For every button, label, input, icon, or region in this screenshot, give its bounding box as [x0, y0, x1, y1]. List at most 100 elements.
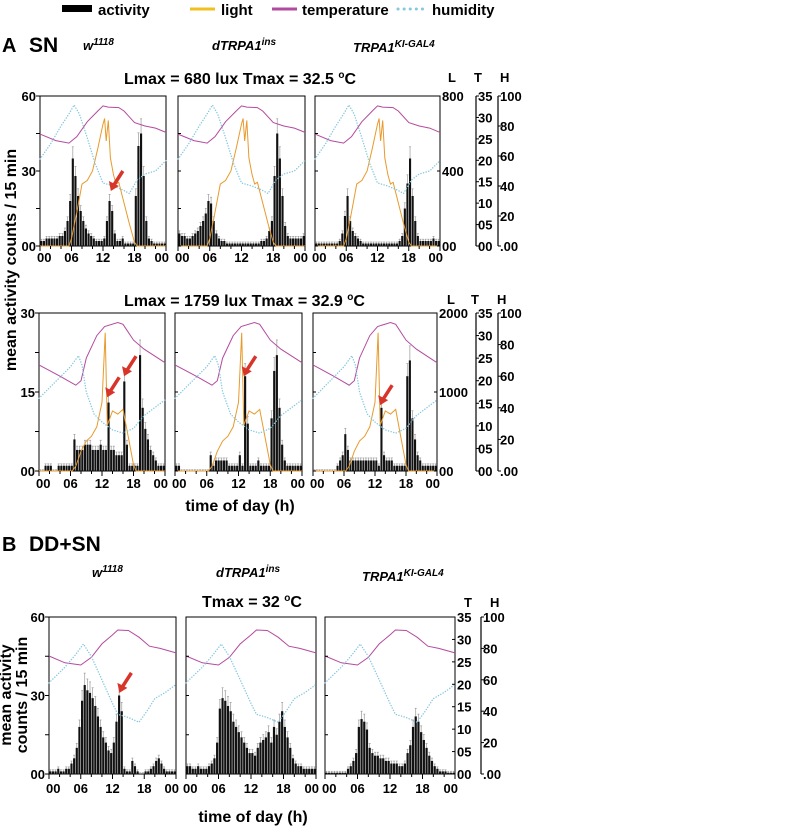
activity-bar [336, 243, 339, 246]
activity-bar [352, 760, 355, 774]
activity-bar [202, 221, 205, 246]
axis-tick-label: 400 [442, 164, 464, 179]
activity-bar [246, 423, 249, 471]
activity-bar [153, 243, 156, 246]
x-tick-label: 18 [266, 250, 280, 265]
activity-bar [273, 176, 276, 246]
axis-letter-l: L [448, 70, 456, 85]
arrow-head [105, 387, 116, 398]
activity-bar [222, 460, 226, 471]
activity-bar [408, 360, 411, 471]
activity-bar [237, 732, 240, 774]
activity-bar [302, 768, 305, 774]
activity-bar [278, 158, 281, 246]
genotype-label: w1118 [92, 564, 123, 580]
activity-bar [344, 772, 347, 774]
activity-bar [377, 243, 380, 246]
activity-bar [365, 729, 369, 774]
activity-bar [308, 768, 311, 774]
activity-bar [212, 465, 215, 471]
activity-bar [73, 758, 76, 774]
activity-bar [160, 763, 163, 774]
activity-bar [121, 238, 124, 246]
axis-tick-label: 00 [478, 464, 492, 479]
axis-tick-label: 20 [457, 677, 471, 692]
activity-bar [233, 243, 236, 246]
x-tick-label: 12 [96, 250, 110, 265]
panel-frame [324, 616, 456, 775]
activity-bar [401, 236, 404, 246]
axis-tick-label: 100 [500, 306, 522, 321]
activity-bar [283, 726, 286, 774]
activity-bar [235, 726, 238, 774]
x-tick-label: 00 [37, 250, 51, 265]
arrow-head [117, 682, 128, 693]
axis-tick-label: 20 [500, 432, 514, 447]
axis-tick-label: .00 [500, 239, 518, 254]
activity-bar [50, 238, 53, 246]
activity-bar [94, 705, 97, 774]
activity-bar [247, 243, 250, 246]
x-tick-label: 00 [310, 476, 324, 491]
axis-tick-label: 30 [457, 632, 471, 647]
activity-bar [231, 243, 234, 246]
activity-bar [393, 243, 396, 246]
activity-bar [152, 766, 155, 774]
x-axis-label: time of day (h) [198, 809, 307, 826]
activity-bar [77, 196, 80, 246]
activity-bar [84, 228, 87, 246]
activity-bar [355, 753, 358, 774]
activity-bar [409, 158, 412, 246]
activity-bar [388, 460, 391, 471]
activity-bar [370, 460, 373, 471]
activity-bar [281, 711, 284, 774]
arrow-annotation [108, 376, 121, 393]
axis-tick-label: 80 [500, 338, 514, 353]
humidity-curve [174, 354, 303, 434]
activity-bar [313, 768, 316, 774]
activity-bar [59, 771, 62, 774]
activity-bar [265, 238, 268, 246]
activity-bar [401, 766, 404, 774]
activity-bar [249, 465, 252, 471]
activity-bar [97, 449, 100, 471]
activity-bar [170, 771, 174, 774]
activity-bar [267, 732, 270, 774]
activity-panel-w1118: 00 06 12 18 00 [45, 616, 179, 796]
activity-bar [398, 241, 401, 246]
x-tick-label: 00 [155, 250, 169, 265]
x-tick-label: 12 [105, 781, 119, 796]
activity-bar [236, 465, 239, 471]
activity-bar [115, 455, 118, 471]
activity-bar [126, 243, 129, 246]
x-tick-label: 06 [63, 476, 77, 491]
activity-bar [395, 465, 398, 471]
activity-bar [132, 243, 135, 246]
activity-bar [268, 231, 271, 246]
activity-bar [226, 705, 230, 774]
activity-bar [119, 241, 122, 246]
axis-tick-label: 25 [457, 655, 471, 670]
activity-bar [281, 444, 284, 471]
right-axis-L: 00 1000 2000 [434, 306, 468, 479]
activity-bar [228, 465, 231, 471]
activity-bar [249, 243, 252, 246]
temperature-curve [314, 105, 441, 144]
activity-bar [62, 465, 65, 471]
legend-activity-label: activity [98, 2, 150, 19]
activity-bar [44, 465, 47, 471]
legend-light-label: light [221, 2, 253, 19]
activity-bar [133, 766, 137, 774]
activity-bar [112, 449, 115, 471]
x-tick-label: 18 [276, 781, 290, 796]
legend-temperature-label: temperature [302, 2, 389, 19]
activity-bar [424, 465, 427, 471]
activity-bar [116, 241, 119, 246]
activity-bar [95, 241, 98, 246]
activity-bar [66, 221, 69, 246]
activity-bar [320, 243, 323, 246]
activity-bar [248, 753, 251, 774]
x-tick-label: 18 [399, 476, 413, 491]
activity-bar [437, 241, 440, 246]
activity-bar [272, 726, 276, 774]
